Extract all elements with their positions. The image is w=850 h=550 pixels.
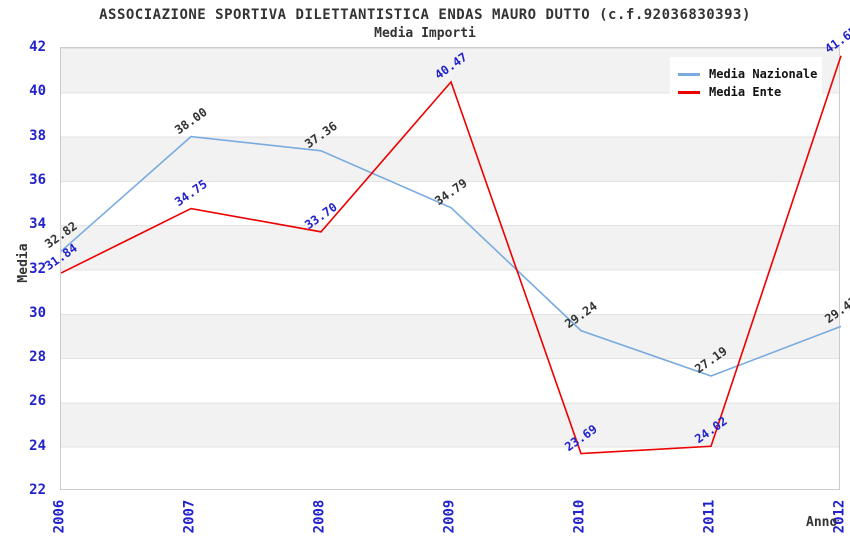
y-tick-label: 38 (29, 127, 46, 144)
x-tick-label: 2006 (51, 499, 68, 534)
x-tick-label: 2008 (311, 499, 328, 534)
chart-subtitle: Media Importi (374, 26, 476, 41)
y-tick-label: 34 (29, 216, 46, 233)
y-tick-label: 40 (29, 83, 46, 100)
x-tick-label: 2009 (441, 499, 458, 534)
y-tick-label: 42 (29, 39, 46, 55)
x-tick-label: 2011 (701, 499, 718, 534)
y-tick-label: 36 (29, 171, 46, 188)
y-tick-label: 24 (29, 437, 46, 454)
legend-item-media-nazionale: Media Nazionale (678, 66, 818, 82)
x-tick-label: 2010 (571, 499, 588, 534)
page-title: ASSOCIAZIONE SPORTIVA DILETTANTISTICA EN… (99, 7, 751, 23)
x-tick-label: 2007 (181, 499, 198, 534)
y-tick-label: 30 (29, 304, 46, 321)
legend-item-media-ente: Media Ente (678, 84, 814, 100)
media-nazionale-line-swatch (678, 72, 700, 76)
y-tick-label: 22 (29, 482, 46, 498)
y-tick-label: 28 (29, 349, 46, 366)
y-tick-label: 26 (29, 393, 46, 410)
series-lines (60, 55, 842, 455)
x-axis-ticks: 2006 2007 2008 2009 2010 2011 2012 (52, 490, 848, 550)
y-tick-label: 32 (29, 260, 46, 277)
series-line-media-ente (60, 55, 842, 455)
y-axis-ticks: 22 24 26 28 30 32 34 36 38 40 42 (0, 39, 54, 498)
series-line-media-nazionale (60, 135, 842, 377)
x-axis-title: Anno (806, 515, 838, 530)
plot-area: 32.82 38.00 37.36 34.79 29.24 27.19 29.43 31.84… (42, 24, 850, 490)
legend: Media Nazionale Media Ente (670, 57, 822, 109)
legend-label: Media Nazionale (709, 67, 818, 81)
media-ente-line-swatch (678, 90, 700, 94)
legend-label: Media Ente (709, 85, 782, 99)
